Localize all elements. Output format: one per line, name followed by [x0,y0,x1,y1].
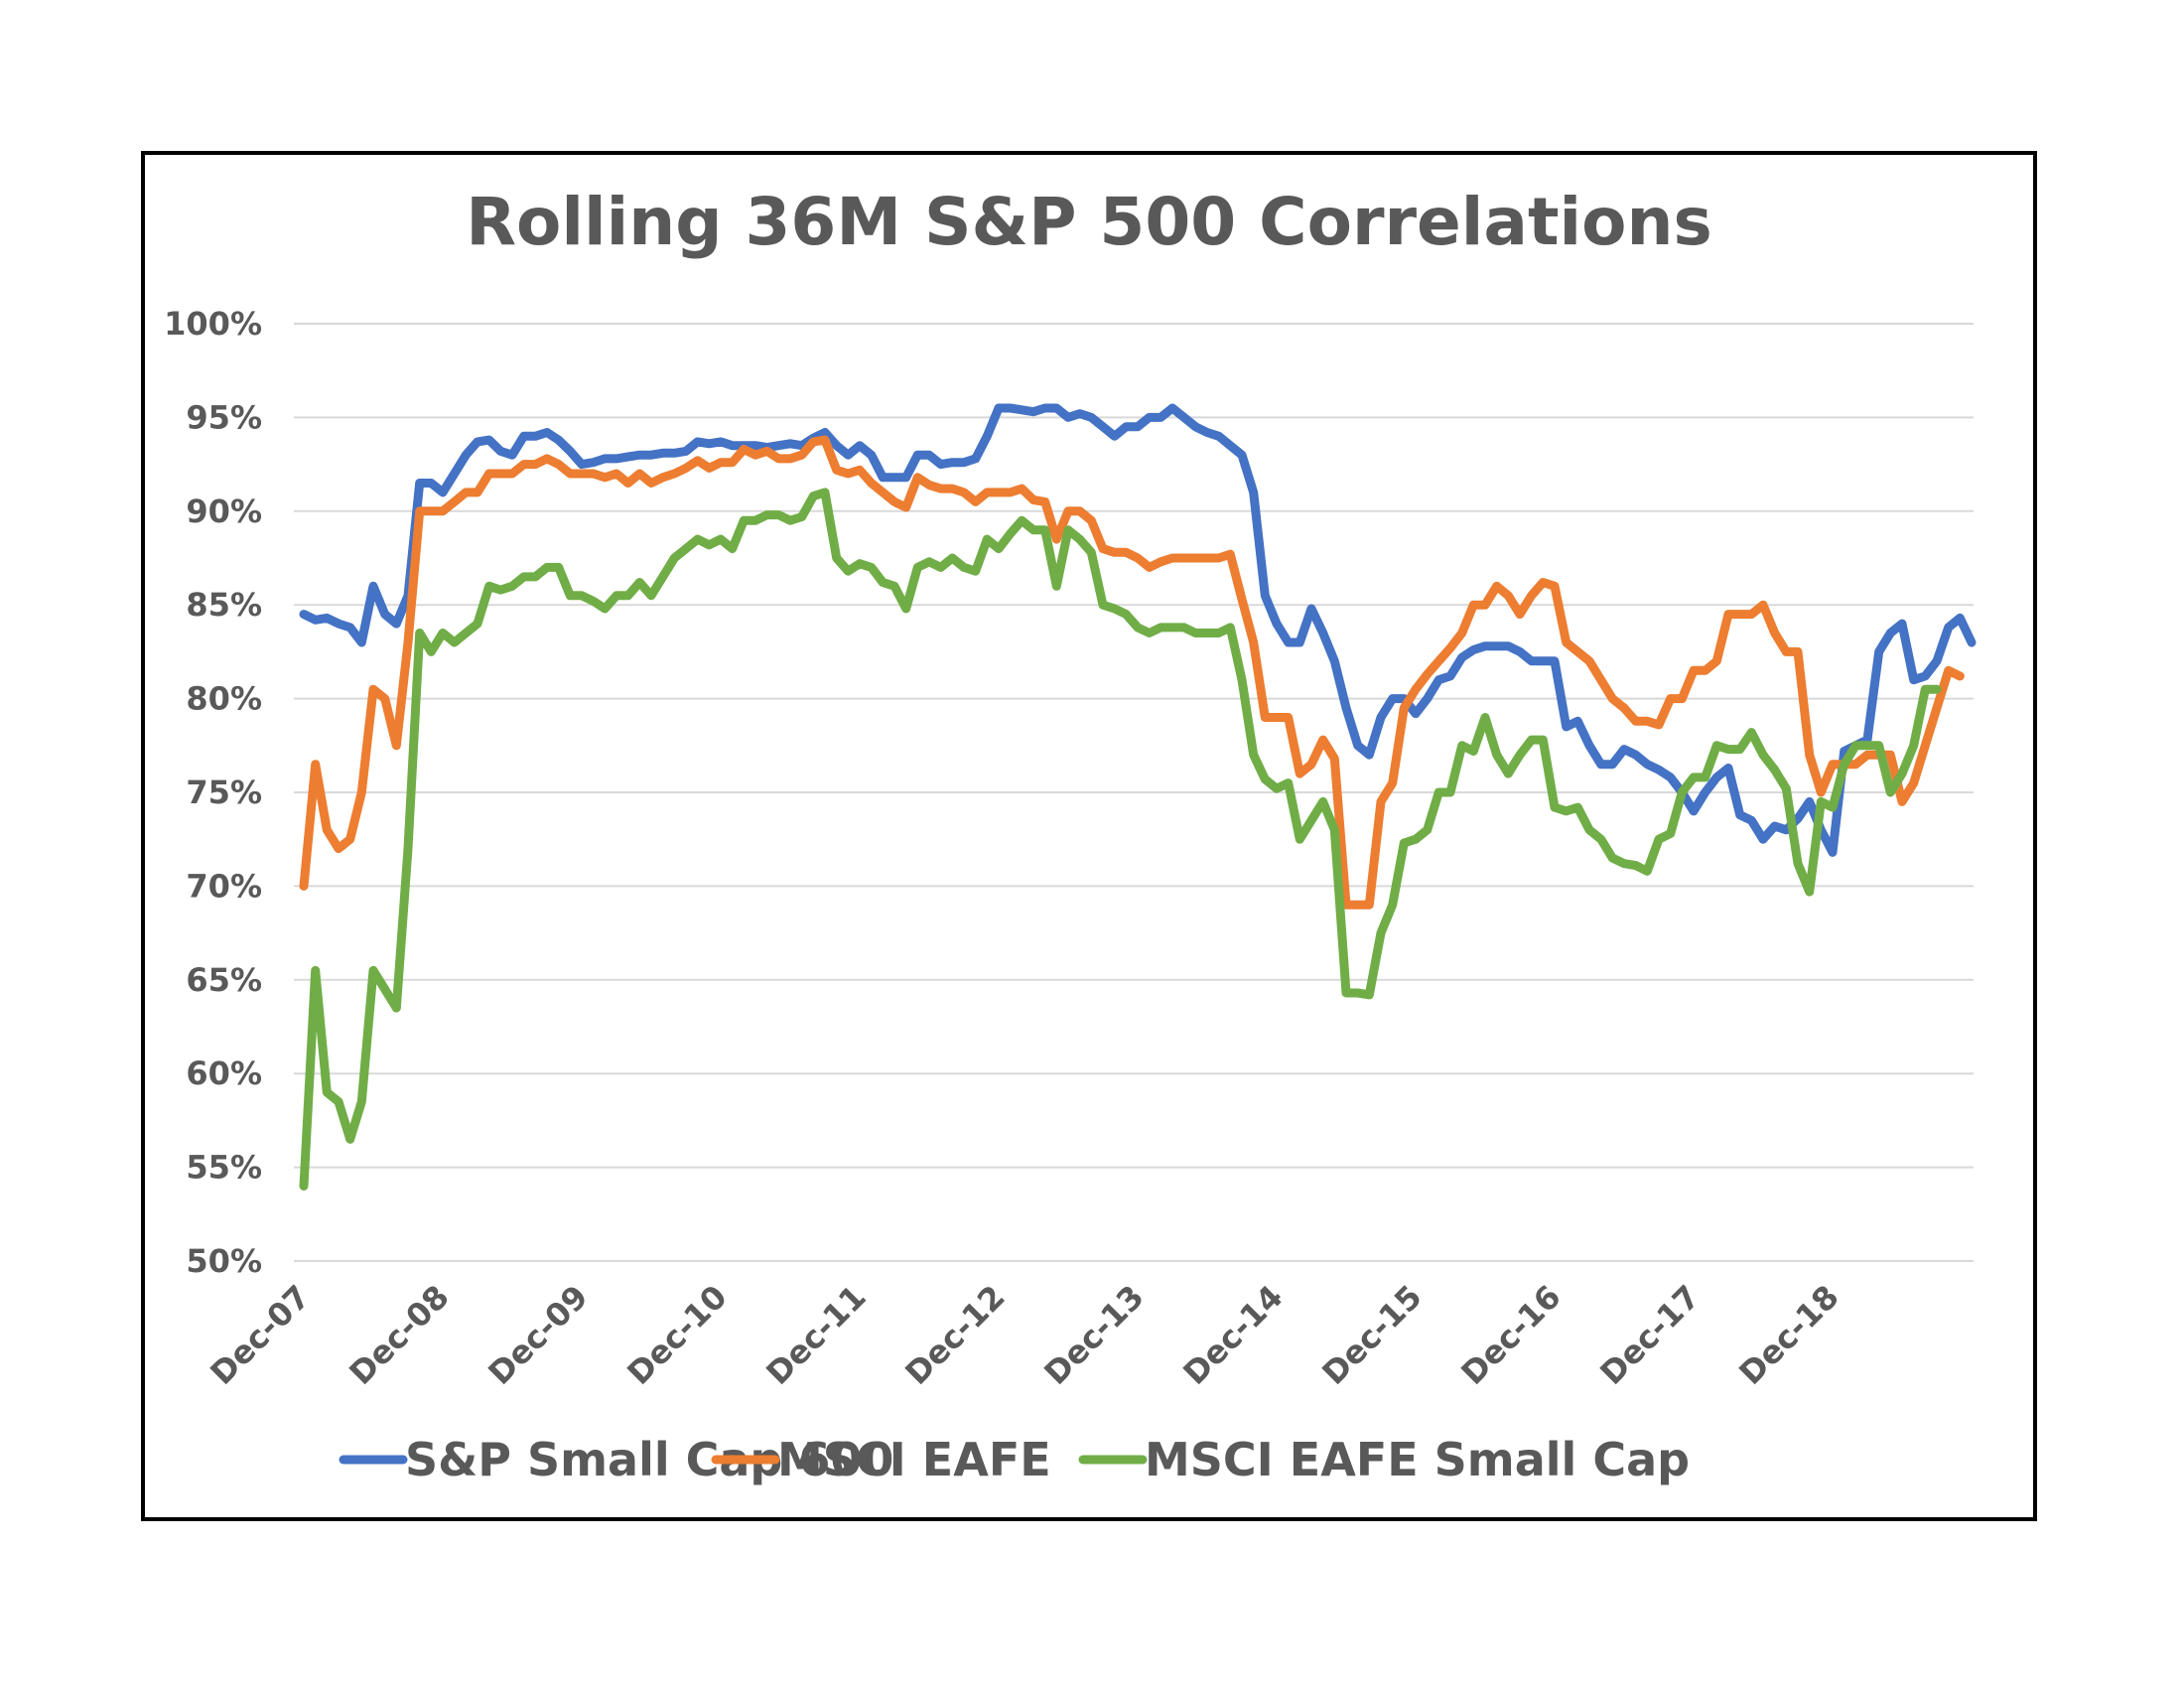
chart-title: Rolling 36M S&P 500 Correlations [466,184,1712,260]
x-tick-label: Dec-15 [1314,1278,1429,1392]
x-tick-label: Dec-10 [619,1278,734,1392]
y-tick-label: 80% [186,680,262,718]
y-tick-label: 90% [186,492,262,530]
x-tick-label: Dec-14 [1175,1278,1290,1392]
y-tick-label: 50% [186,1242,262,1280]
x-tick-label: Dec-13 [1036,1278,1151,1392]
x-tick-label: Dec-16 [1453,1278,1568,1392]
y-axis-ticks: 50% 55% 60% 65% 70% 75% 80% 85% 90% 95% 100% [164,305,262,1280]
y-tick-label: 75% [186,774,262,811]
gridlines [294,323,1974,1262]
legend-label-3: MSCI EAFE Small Cap [1145,1433,1690,1486]
y-tick-label: 100% [164,305,262,343]
x-tick-label: Dec-17 [1592,1278,1706,1392]
x-axis-ticks: Dec-07 Dec-08 Dec-09 Dec-10 Dec-11 Dec-12 Dec-… [203,1278,1845,1392]
y-tick-label: 70% [186,867,262,905]
x-tick-label: Dec-08 [341,1278,456,1392]
legend-label-1: S&P Small Cap 600 [405,1433,893,1486]
x-tick-label: Dec-12 [897,1278,1012,1392]
chart-frame: Rolling 36M S&P 500 Correlations 50% 55% 6… [141,151,2037,1521]
y-tick-label: 65% [186,961,262,999]
series-line-1 [299,403,1977,857]
y-tick-label: 95% [186,398,262,436]
x-tick-label: Dec-09 [480,1278,595,1392]
x-tick-label: Dec-07 [203,1278,317,1392]
x-tick-label: Dec-18 [1731,1278,1845,1392]
y-tick-label: 55% [186,1149,262,1187]
chart-canvas: Rolling 36M S&P 500 Correlations 50% 55% 6… [164,184,1977,1486]
plot-series [299,403,1977,1191]
y-tick-label: 60% [186,1055,262,1092]
y-tick-label: 85% [186,586,262,624]
series-line-3 [299,488,1942,1191]
legend-label-2: MSCI EAFE [777,1433,1051,1486]
x-tick-label: Dec-11 [758,1278,873,1392]
series-line-2 [299,435,1965,910]
